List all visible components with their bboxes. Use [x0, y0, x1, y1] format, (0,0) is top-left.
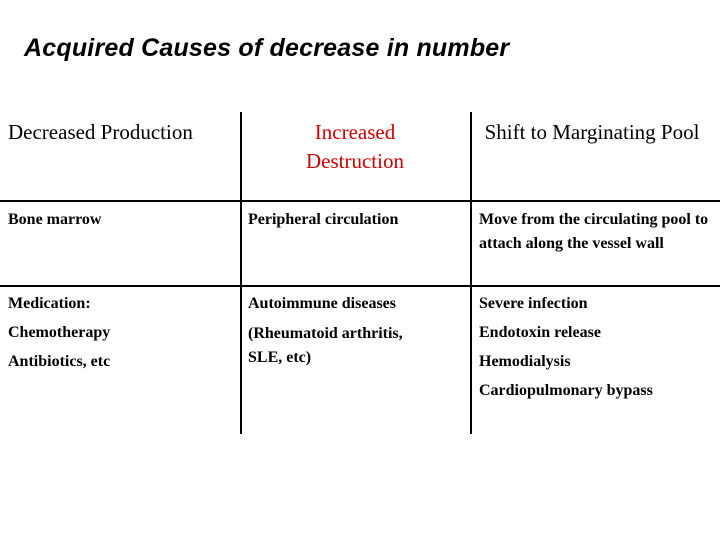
column-divider-1 — [240, 112, 242, 434]
row-divider — [0, 285, 720, 287]
list-item: SLE, etc) — [248, 349, 312, 366]
list-item: Hemodialysis — [479, 353, 571, 370]
cell-infection-list: Severe infection Endotoxin release Hemod… — [479, 289, 715, 405]
cell-medication-list: Medication: Chemotherapy Antibiotics, et… — [8, 289, 234, 376]
list-item: (Rheumatoid arthritis, — [248, 325, 403, 342]
slide-title: Acquired Causes of decrease in number — [24, 34, 510, 62]
list-item: Cardiopulmonary bypass — [479, 382, 653, 399]
list-item: Autoimmune diseases — [248, 295, 397, 312]
header-increased-destruction: Increased Destruction — [306, 120, 404, 173]
column-divider-2 — [470, 112, 472, 434]
cell-bone-marrow: Bone marrow — [8, 211, 102, 228]
cell-peripheral-circulation: Peripheral circulation — [248, 211, 399, 228]
cell-autoimmune-list: Autoimmune diseases (Rheumatoid arthriti… — [248, 289, 466, 370]
list-item: Endotoxin release — [479, 324, 601, 341]
list-item: Chemotherapy — [8, 324, 111, 341]
cell-move-from-circulating-pool: Move from the circulating pool to attach… — [479, 211, 709, 252]
header-shift-marginating-pool: Shift to Marginating Pool — [484, 120, 700, 144]
list-item: Severe infection — [479, 295, 588, 312]
header-divider — [0, 200, 720, 202]
header-decreased-production: Decreased Production — [8, 120, 193, 144]
list-item: Antibiotics, etc — [8, 353, 111, 370]
list-item: Medication: — [8, 295, 91, 312]
